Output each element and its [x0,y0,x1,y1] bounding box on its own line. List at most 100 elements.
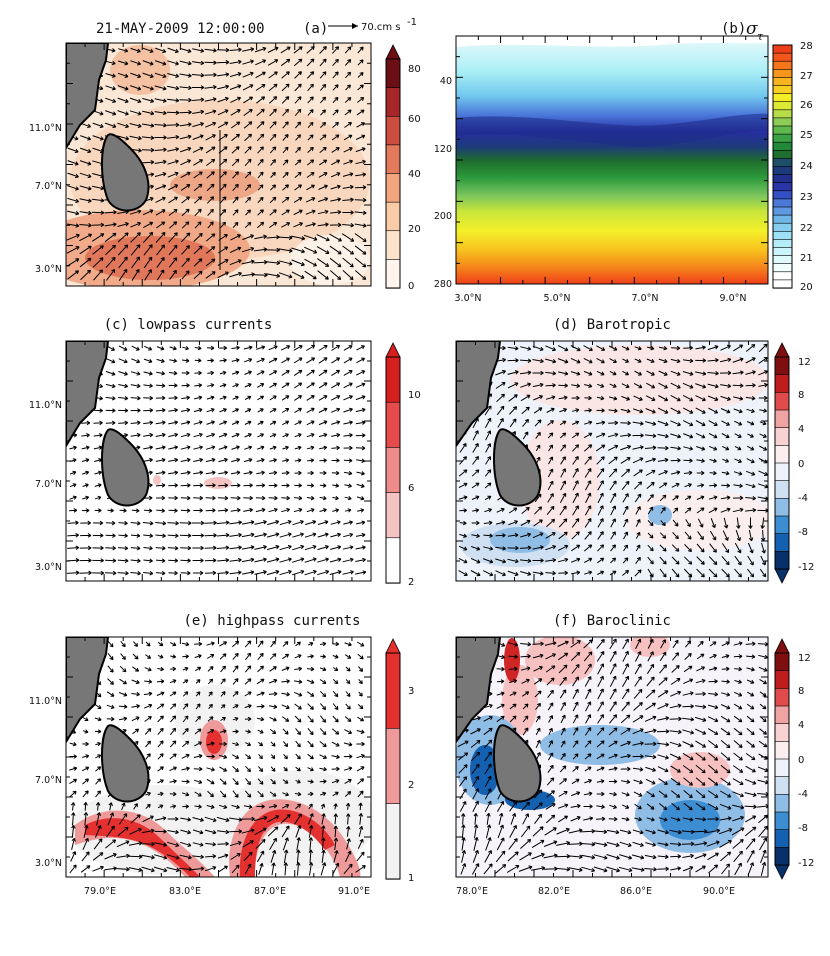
panel-a-label: (a) [303,21,328,37]
velocity-arrow [105,60,116,66]
velocity-arrow [269,395,277,401]
velocity-arrow [634,370,642,376]
velocity-arrow [117,60,129,66]
velocity-arrow [168,420,179,425]
velocity-arrow [620,445,632,451]
colorbar-swatch [774,533,790,552]
velocity-arrow [659,346,668,351]
velocity-arrow [733,641,743,646]
velocity-arrow [669,829,682,835]
velocity-arrow [155,533,166,538]
velocity-arrow [182,703,189,710]
velocity-arrow [307,121,314,129]
tick-f-x1: 78.0°E [456,886,488,897]
velocity-arrow [572,714,579,724]
velocity-arrow [166,110,180,115]
velocity-arrow [180,483,191,488]
velocity-arrow [182,691,189,697]
panel-e-field [66,637,371,877]
sri-lanka-land [493,724,542,803]
velocity-arrow [244,704,252,709]
tick-c-y1: 11.0°N [29,400,62,411]
velocity-arrow [119,665,127,673]
velocity-arrow [181,370,190,376]
velocity-arrow [81,445,90,450]
velocity-arrow [245,729,251,734]
velocity-arrow [105,420,116,426]
velocity-arrow [93,520,104,526]
velocity-vectors [458,343,768,578]
velocity-arrow [181,779,190,784]
velocity-arrow [266,260,281,266]
velocity-arrow [509,418,517,428]
velocity-arrow [609,638,617,650]
velocity-arrow [343,445,353,451]
velocity-arrow [319,458,327,463]
velocity-arrow [206,804,215,809]
velocity-arrow [645,689,656,699]
velocity-arrow [485,824,492,839]
velocity-arrow [130,383,141,389]
velocity-arrow [295,121,302,129]
velocity-arrow [256,458,265,463]
velocity-arrow [633,395,643,401]
velocity-arrow [82,483,89,488]
velocity-arrow [229,84,242,90]
velocity-arrow [618,866,633,873]
velocity-arrow [105,244,116,256]
velocity-arrow [156,495,166,501]
velocity-arrow [292,544,305,551]
velocity-arrow [195,715,201,723]
velocity-arrow [280,46,291,54]
velocity-arrow [547,420,554,426]
velocity-arrow [734,862,742,876]
velocity-arrow [244,383,252,388]
velocity-arrow [229,72,242,78]
velocity-arrow [571,420,580,425]
velocity-arrow [695,371,707,376]
velocity-arrow [144,716,152,722]
velocity-arrow [208,703,213,710]
velocity-arrow [331,445,340,451]
velocity-arrow [167,184,179,191]
velocity-arrow [644,854,657,860]
velocity-arrow [510,813,517,825]
tick-f-x2: 82.0°E [538,886,570,897]
velocity-arrow [244,408,252,413]
colorbar-triangle-top [774,342,790,358]
velocity-arrow [242,71,254,78]
velocity-arrow [282,420,290,426]
velocity-arrow [218,508,229,513]
velocity-arrow [596,740,605,748]
velocity-arrow [671,568,680,578]
velocity-arrow [760,849,767,864]
velocity-arrow [355,420,366,425]
velocity-arrow [83,802,88,811]
velocity-arrow [232,729,239,734]
velocity-arrow [269,221,278,229]
velocity-arrow [622,650,629,662]
velocity-arrow [571,544,581,552]
velocity-arrow [231,345,240,350]
velocity-arrow [634,493,642,503]
colorbar-swatch [774,847,790,866]
colorbar-swatch [772,93,793,103]
velocity-arrow [155,545,166,551]
velocity-arrow [581,866,596,873]
velocity-arrow [509,406,518,415]
velocity-arrow [117,110,129,116]
velocity-arrow [759,716,767,723]
velocity-arrow [81,508,90,513]
velocity-arrow [71,812,76,826]
velocity-arrow [532,358,544,364]
colorbar-swatch [772,263,793,273]
velocity-arrow [355,520,366,525]
velocity-arrow [532,826,544,837]
velocity-arrow [205,495,216,501]
velocity-arrow [354,210,367,216]
velocity-arrow [119,508,127,513]
tick-c-y3: 3.0°N [35,562,62,573]
velocity-arrow [167,545,179,551]
velocity-arrow [354,185,367,190]
velocity-arrow [154,98,167,103]
